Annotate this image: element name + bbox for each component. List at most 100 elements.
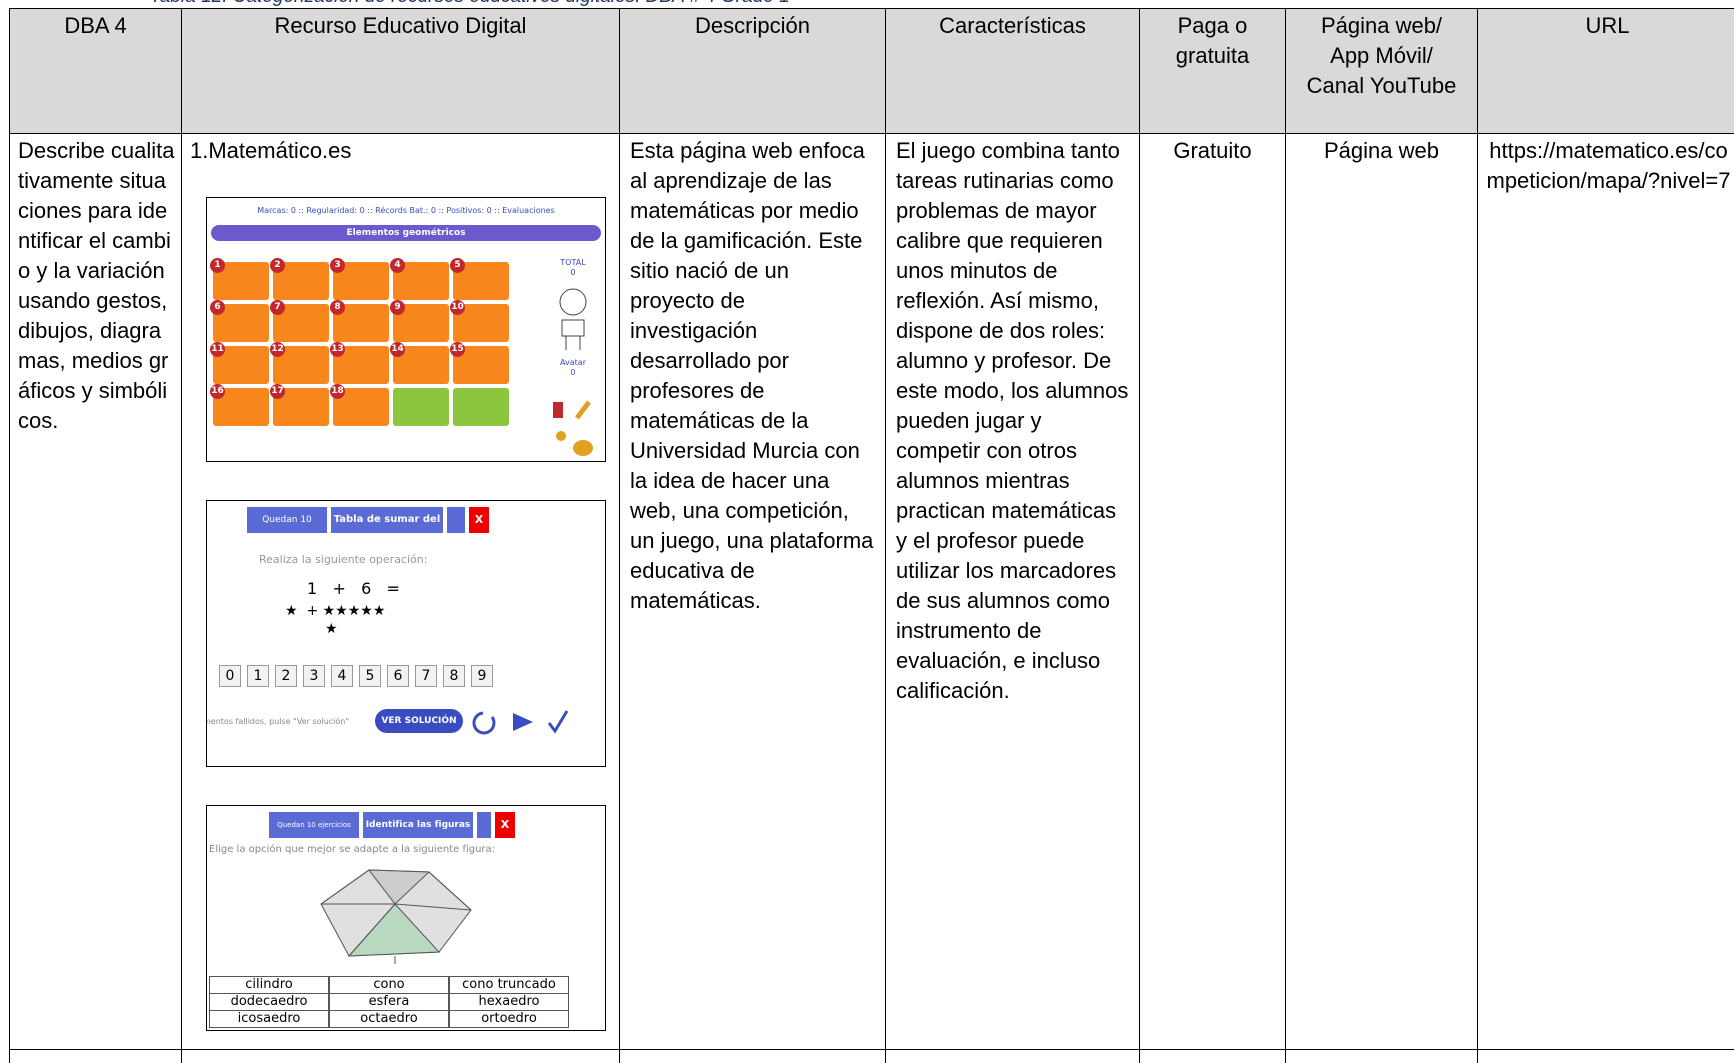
tile-number: 14 — [390, 342, 405, 357]
action-icons — [472, 710, 569, 735]
digit-button[interactable]: 7 — [415, 665, 437, 687]
digit-button[interactable]: 6 — [387, 665, 409, 687]
digit-button[interactable]: 9 — [471, 665, 493, 687]
caption: Tabla 12. Categorización de recursos edu… — [150, 0, 797, 8]
body-cell: El juego combina tanto tareas rutinarias… — [885, 133, 1139, 1063]
tile: 17 — [270, 384, 329, 426]
tile: 9 — [390, 300, 449, 342]
tile-number: 15 — [450, 342, 465, 357]
body-cell: Describe cualitativamente situaciones pa… — [9, 133, 181, 1063]
digit-button[interactable]: 8 — [443, 665, 465, 687]
header-cell: Página web/ App Móvil/ Canal YouTube — [1285, 8, 1477, 133]
tile: 18 — [330, 384, 389, 426]
remaining: Quedan 10 ejercicios — [247, 507, 327, 551]
avatar-figure — [559, 288, 587, 350]
tile: 5 — [450, 258, 509, 300]
body-cell: 1.Matemático.es — [181, 133, 619, 1063]
tile: 4 — [390, 258, 449, 300]
tile-number: 2 — [270, 258, 285, 273]
digit-button[interactable]: 1 — [247, 665, 269, 687]
screenshot-figures: Quedan 10 ejercicios Identifica las figu… — [206, 805, 606, 1031]
tile-number: 12 — [270, 342, 285, 357]
tile-number: 5 — [450, 258, 465, 273]
tile-number: 7 — [270, 300, 285, 315]
tile: 10 — [450, 300, 509, 342]
hint: mentos fallidos, pulse "Ver solución" — [206, 717, 350, 726]
tile: 11 — [210, 342, 269, 384]
option-button[interactable]: ortoedro — [449, 1010, 569, 1028]
star: ★ — [325, 621, 338, 637]
avatar-value: 0 — [570, 368, 576, 377]
tile: 2 — [270, 258, 329, 300]
tile-number: 17 — [270, 384, 285, 399]
tile-number: 4 — [390, 258, 405, 273]
prompt: Elige la opción que mejor se adapte a la… — [209, 844, 496, 855]
close-button[interactable]: X — [495, 812, 515, 838]
digit-button[interactable]: 0 — [219, 665, 241, 687]
stats: Marcas: 0 :: Regularidad: 0 :: Récords B… — [257, 206, 555, 215]
option-button[interactable]: hexaedro — [449, 993, 569, 1011]
trophies — [553, 400, 593, 456]
option-button[interactable]: cilindro — [209, 976, 329, 994]
header-cell: Recurso Educativo Digital — [181, 8, 619, 133]
tile: 14 — [390, 342, 449, 384]
header-cell: DBA 4 — [9, 8, 181, 133]
tile-number: 18 — [330, 384, 345, 399]
table-bottom — [9, 1049, 1734, 1050]
tile-number: 9 — [390, 300, 405, 315]
body-cell: https://matematico.es/competicion/mapa/?… — [1477, 133, 1734, 1063]
option-button[interactable]: icosaedro — [209, 1010, 329, 1028]
close-button[interactable]: X — [469, 507, 489, 533]
option-button[interactable]: octaedro — [329, 1010, 449, 1028]
exercise-title: Tabla de sumar del 1 — [331, 507, 443, 551]
tile: 8 — [330, 300, 389, 342]
option-button[interactable]: cono truncado — [449, 976, 569, 994]
header-cell: Características — [885, 8, 1139, 133]
prompt: Realiza la siguiente operación: — [259, 553, 428, 566]
header-cell: URL — [1477, 8, 1734, 133]
digit-button[interactable]: 3 — [303, 665, 325, 687]
tile-number: 11 — [210, 342, 225, 357]
total: TOTAL 0 — [545, 258, 601, 278]
body-cell: Esta página web enfoca al aprendizaje de… — [619, 133, 885, 1063]
tile-number: 8 — [330, 300, 345, 315]
tile: 7 — [270, 300, 329, 342]
tile: 3 — [330, 258, 389, 300]
option-button[interactable]: cono — [329, 976, 449, 994]
toolbar-spacer — [447, 507, 465, 533]
avatar: Avatar 0 — [545, 358, 601, 378]
avatar-label: Avatar — [560, 358, 586, 367]
header-cell: Paga o gratuita — [1139, 8, 1285, 133]
body-cell: Página web — [1285, 133, 1477, 1063]
remaining: Quedan 10 ejercicios — [269, 812, 359, 838]
tile-number: 16 — [210, 384, 225, 399]
digit-button[interactable]: 2 — [275, 665, 297, 687]
option-button[interactable]: dodecaedro — [209, 993, 329, 1011]
solution-button[interactable]: VER SOLUCIÓN — [375, 709, 463, 733]
tile-number: 3 — [330, 258, 345, 273]
tile: 16 — [210, 384, 269, 426]
tile: 13 — [330, 342, 389, 384]
tile-number: 10 — [450, 300, 465, 315]
total-value: 0 — [570, 268, 576, 277]
tile-number: 13 — [330, 342, 345, 357]
total-label: TOTAL — [560, 258, 586, 267]
digit-button[interactable]: 5 — [359, 665, 381, 687]
exercise-title: Identifica las figuras — [363, 812, 473, 838]
screenshot-sum: Quedan 10 ejercicios Tabla de sumar del … — [206, 500, 606, 767]
screenshot-map: Marcas: 0 :: Regularidad: 0 :: Récords B… — [206, 197, 606, 462]
polyhedron — [320, 869, 472, 964]
tile-number: 1 — [210, 258, 225, 273]
stars: ★ + ★★★★★ — [285, 603, 386, 619]
tile: 12 — [270, 342, 329, 384]
toolbar-spacer — [477, 812, 491, 838]
tile-grid: 1 2 3 4 5 6 7 8 9 10 11 12 13 14 15 16 17 18 — [207, 256, 527, 456]
header-cell: Descripción — [619, 8, 885, 133]
digit-button[interactable]: 4 — [331, 665, 353, 687]
operation: 1 + 6 = — [307, 579, 400, 598]
option-button[interactable]: esfera — [329, 993, 449, 1011]
body-cell: Gratuito — [1139, 133, 1285, 1063]
tile — [393, 388, 449, 426]
tile: 1 — [210, 258, 269, 300]
